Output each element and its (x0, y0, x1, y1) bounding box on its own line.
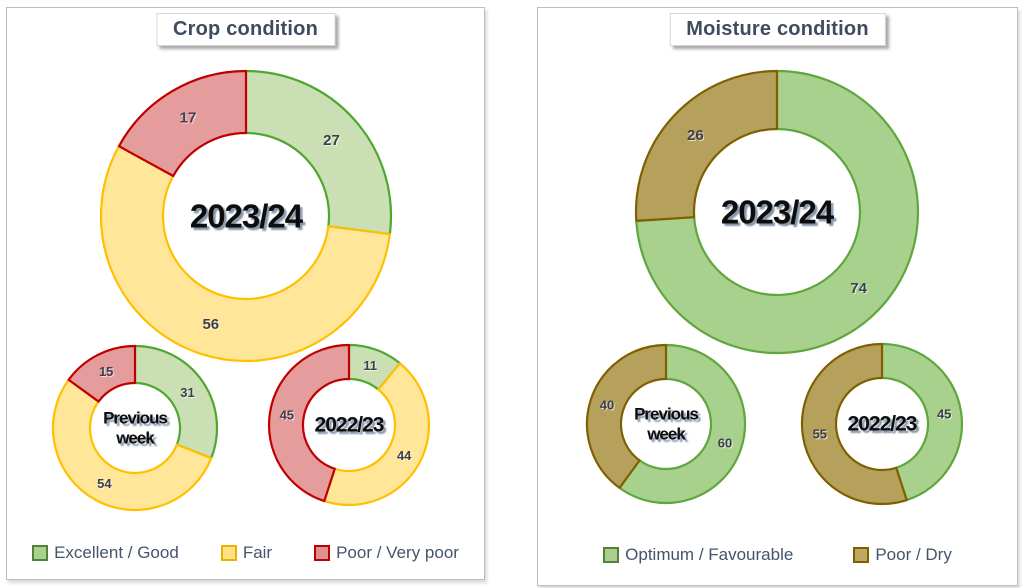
donut-segment (117, 69, 248, 178)
ring-center-label: week (115, 428, 155, 447)
donut-segment (99, 145, 391, 363)
donut-segment (800, 342, 908, 506)
ring-center-label: Previous (103, 409, 167, 428)
legend-item: Poor / Very poor (314, 543, 459, 563)
chart-title: Crop condition (156, 13, 335, 46)
ring-center-label: 2022/23 (315, 414, 384, 437)
segment-value-label: 45 (937, 407, 951, 422)
crop-condition-panel: Crop condition 27 56 17 2023/24 31 54 15 Previo… (6, 7, 485, 580)
segment-value-label: 74 (850, 280, 867, 297)
legend-item-label: Poor / Dry (875, 545, 952, 564)
crop-legend: Excellent / Good Fair Poor / Very poor (7, 543, 484, 563)
legend-item-label: Optimum / Favourable (625, 545, 794, 564)
ring-center-label: 2023/24 (190, 198, 304, 235)
donut-segment (618, 343, 747, 505)
donut-segment (244, 69, 393, 236)
legend-item-label: Poor / Very poor (336, 543, 459, 562)
donut-segment (267, 343, 351, 503)
segment-value-label: 44 (397, 448, 412, 463)
segment-value-label: 54 (97, 476, 112, 491)
segment-value-label: 40 (600, 397, 614, 412)
legend-item-label: Excellent / Good (54, 543, 179, 562)
donut-segment (634, 69, 779, 222)
legend-color-swatch (603, 547, 620, 563)
moisture-legend: Optimum / Favourable Poor / Dry (538, 545, 1017, 565)
segment-value-label: 31 (180, 385, 194, 400)
segment-value-label: 11 (363, 358, 377, 373)
legend-color-swatch (220, 545, 237, 561)
legend-item: Fair (220, 543, 273, 563)
legend-item: Poor / Dry (853, 545, 952, 565)
segment-value-label: 60 (718, 436, 732, 451)
legend-item-label: Fair (242, 543, 273, 562)
donut-segment (635, 69, 920, 355)
legend-color-swatch (853, 547, 870, 563)
donut-segment (880, 342, 964, 502)
legend-color-swatch (32, 545, 49, 561)
segment-value-label: 45 (280, 408, 294, 423)
legend-color-swatch (314, 545, 331, 561)
segment-value-label: 15 (99, 364, 113, 379)
ring-center-label: week (646, 424, 686, 443)
segment-value-label: 56 (202, 316, 219, 333)
moisture-condition-panel: Moisture condition 74 26 2023/24 60 40 Previo… (537, 7, 1018, 586)
donut-segment (51, 378, 213, 512)
segment-value-label: 17 (180, 109, 197, 126)
chart-title: Moisture condition (669, 13, 886, 46)
ring-center-label: Previous (634, 405, 698, 424)
segment-value-label: 26 (687, 127, 704, 144)
donut-segment (323, 362, 431, 507)
legend-item: Excellent / Good (32, 543, 179, 563)
donut-segment (67, 344, 137, 403)
ring-center-label: 2023/24 (721, 194, 835, 231)
ring-center-label: 2022/23 (848, 413, 917, 436)
segment-value-label: 27 (323, 132, 340, 149)
donut-segment (133, 344, 219, 460)
donut-segment (585, 343, 668, 490)
legend-item: Optimum / Favourable (603, 545, 793, 565)
segment-value-label: 55 (813, 426, 827, 441)
